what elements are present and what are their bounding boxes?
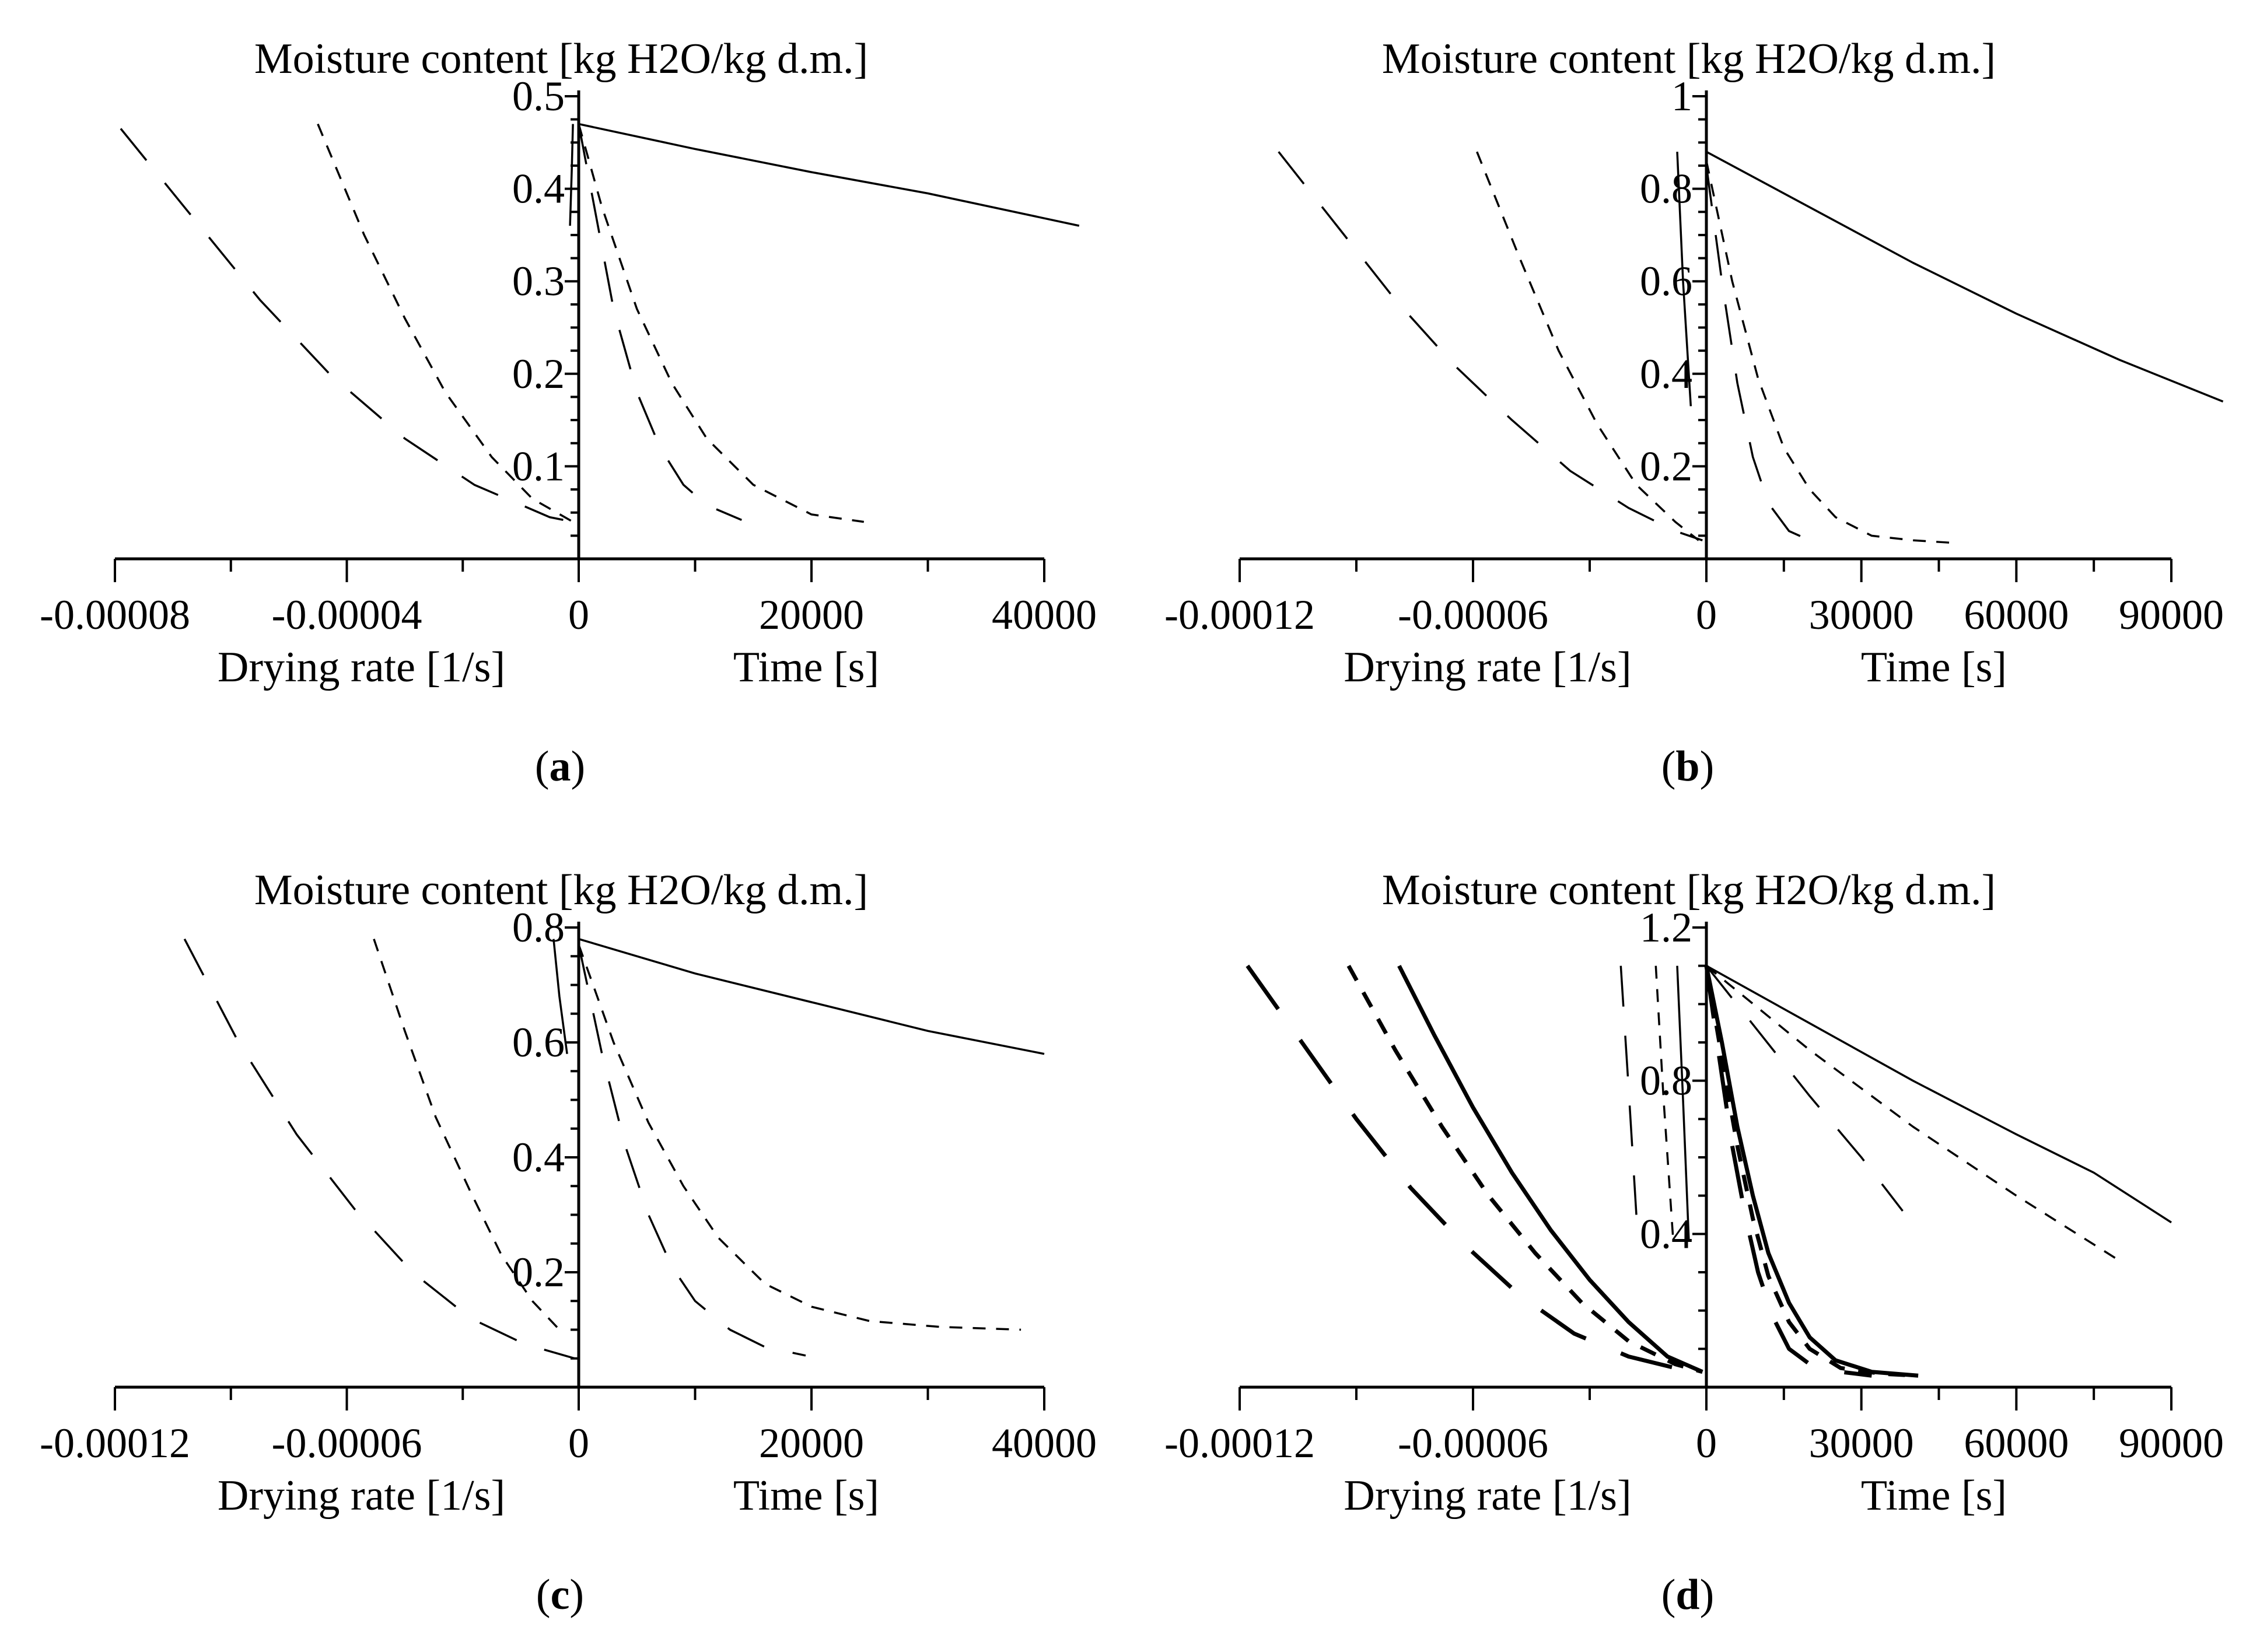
rate-series-solid [552, 939, 568, 1054]
time-series-short-dashed [578, 124, 865, 523]
y-tick-label: 0.1 [512, 443, 565, 489]
rate-tick-label: 0 [1696, 1420, 1717, 1466]
rate-tick-label: -0.00008 [40, 592, 190, 638]
time-series-thin-short-dashed [1705, 965, 2121, 1262]
rate-series-thick-short-dashed [1346, 965, 1703, 1374]
rate-tick-label: -0.00012 [40, 1420, 190, 1466]
rate-tick-label: 0 [1696, 592, 1717, 638]
rate-series-short-dashed [317, 123, 573, 523]
panel-label: (b) [1661, 743, 1714, 790]
y-tick-label: 0.6 [512, 1019, 565, 1066]
time-tick-label: 60000 [1964, 592, 2069, 638]
time-series-thick-solid [1704, 965, 1919, 1378]
time-tick-label: 30000 [1809, 1420, 1914, 1466]
y-tick-label: 0.2 [512, 351, 565, 397]
time-tick-label: 40000 [992, 1420, 1097, 1466]
rate-series-thin-solid [1676, 965, 1690, 1242]
time-series-solid [1706, 150, 2224, 403]
time-series-solid [578, 123, 1080, 227]
chart-title: Moisture content [kg H2O/kg d.m.] [1382, 35, 1996, 83]
y-tick-label: 0.8 [1640, 1058, 1692, 1104]
rate-series-thin-long-dashed [1619, 965, 1638, 1215]
drying-rate-axis-label: Drying rate [1/s] [218, 1472, 505, 1520]
time-series-short-dashed [578, 944, 1021, 1331]
panel-b: 0.20.40.60.81-0.00012 -0.00006 0 30000 60000… [1164, 35, 2224, 790]
rate-series-long-dashed [120, 128, 573, 523]
y-tick-label: 0.5 [512, 73, 565, 120]
panel-label: (a) [535, 743, 585, 790]
panel-label: (d) [1661, 1571, 1714, 1619]
y-tick-label: 0.2 [1640, 443, 1692, 489]
y-tick-label: 0.4 [1640, 351, 1692, 397]
time-tick-label: 90000 [2119, 592, 2224, 638]
time-tick-label: 30000 [1809, 592, 1914, 638]
y-tick-label: 0.8 [1640, 166, 1692, 212]
y-tick-label: 1.2 [1640, 904, 1692, 951]
rate-series-solid [1676, 152, 1692, 407]
rate-tick-label: -0.00012 [1164, 1420, 1315, 1466]
rate-series-thick-solid [1397, 965, 1703, 1374]
time-series-long-dashed [578, 944, 806, 1357]
rate-tick-label: -0.00006 [1398, 1420, 1548, 1466]
y-tick-label: 1 [1671, 73, 1692, 120]
panel-c: 0.2 0.4 0.6 0.8 -0.00012 -0.00006 0 20000 40000 M… [40, 866, 1097, 1619]
time-axis-label: Time [s] [733, 643, 879, 691]
chart-title: Moisture content [kg H2O/kg d.m.] [254, 35, 868, 83]
time-tick-label: 20000 [759, 592, 864, 638]
time-series-thick-short-dashed [1704, 965, 1919, 1378]
drying-rate-axis-label: Drying rate [1/s] [1344, 1472, 1631, 1520]
y-tick-label: 0.4 [512, 166, 565, 212]
time-tick-label: 20000 [759, 1420, 864, 1466]
time-series-long-dashed [578, 124, 742, 522]
y-tick-label: 0.4 [512, 1134, 565, 1181]
chart-title: Moisture content [kg H2O/kg d.m.] [254, 866, 868, 914]
rate-series-short-dashed [1476, 151, 1699, 541]
time-series-thin-solid [1706, 965, 2172, 1224]
rate-series-thick-long-dashed [1246, 964, 1703, 1374]
chart-title: Moisture content [kg H2O/kg d.m.] [1382, 866, 1996, 914]
rate-tick-label: -0.00004 [272, 592, 422, 638]
time-series-thick-long-dashed [1704, 965, 1872, 1378]
time-tick-label: 90000 [2119, 1420, 2224, 1466]
panel-label: (c) [536, 1571, 584, 1619]
y-tick-label: 0.3 [512, 258, 565, 304]
rate-tick-label: -0.00012 [1164, 592, 1315, 638]
panel-a: 0.1 0.2 0.3 0.4 0.5 -0.00008 -0.00004 0 20000 400… [40, 35, 1097, 790]
rate-tick-label: 0 [568, 1420, 589, 1466]
drying-rate-axis-label: Drying rate [1/s] [218, 643, 505, 691]
time-axis-label: Time [s] [1861, 643, 2007, 691]
y-tick-label: 0.8 [512, 904, 565, 951]
drying-rate-axis-label: Drying rate [1/s] [1344, 643, 1631, 691]
time-axis-label: Time [s] [1861, 1472, 2007, 1520]
rate-series-long-dashed [183, 938, 575, 1360]
rate-tick-label: 0 [568, 592, 589, 638]
time-series-solid [578, 938, 1045, 1055]
time-axis-label: Time [s] [733, 1472, 879, 1520]
rate-tick-label: -0.00006 [272, 1420, 422, 1466]
rate-series-solid [569, 124, 574, 226]
panel-d: 0.4 0.8 1.2 -0.00012 -0.00006 0 30000 60000 9000… [1164, 866, 2224, 1619]
time-tick-label: 60000 [1964, 1420, 2069, 1466]
y-tick-label: 0.2 [512, 1249, 565, 1296]
time-series-short-dashed [1705, 160, 1950, 544]
time-series-long-dashed [1705, 165, 1826, 546]
y-tick-label: 0.4 [1640, 1210, 1692, 1257]
time-series-thin-long-dashed [1705, 965, 1904, 1212]
time-tick-label: 40000 [992, 592, 1097, 638]
rate-series-long-dashed [1278, 151, 1703, 541]
rate-series-short-dashed [373, 939, 561, 1331]
rate-tick-label: -0.00006 [1398, 592, 1548, 638]
